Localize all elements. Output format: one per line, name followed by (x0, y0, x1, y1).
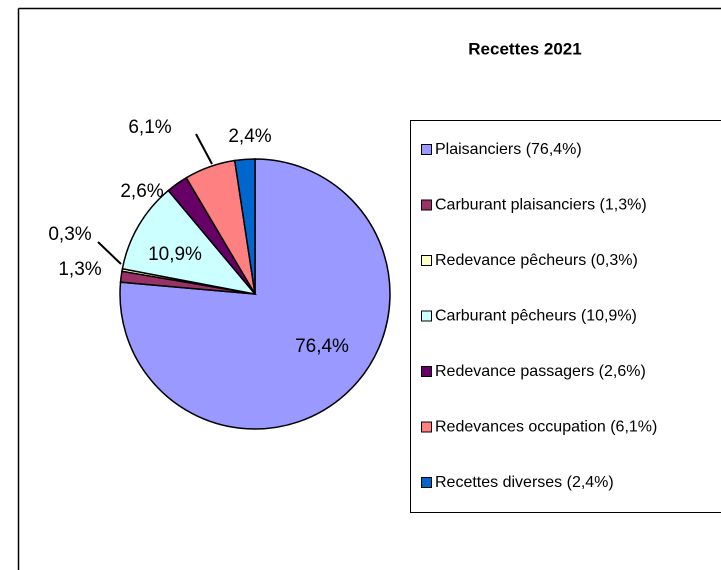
legend-label: Carburant pêcheurs (10,9%) (435, 308, 637, 325)
data-label: 0,3% (48, 224, 91, 245)
legend-label: Redevance pêcheurs (0,3%) (435, 252, 638, 269)
legend-swatch (421, 477, 432, 488)
leader-line (97, 241, 122, 265)
legend-swatch (421, 199, 432, 211)
data-label: 1,3% (58, 259, 101, 280)
data-label: 6,1% (128, 117, 171, 138)
legend-box (410, 120, 721, 513)
chart-title: Recettes 2021 (468, 39, 581, 58)
legend-swatch (421, 421, 432, 433)
legend-swatch (421, 144, 432, 155)
data-label: 10,9% (148, 244, 202, 265)
legend-label: Recettes diverses (2,4%) (435, 474, 614, 491)
data-label: 76,4% (295, 336, 349, 357)
data-label: 2,6% (120, 181, 163, 202)
pie-slice (121, 189, 257, 296)
legend-label: Redevance passagers (2,6%) (435, 363, 646, 380)
legend-label: Redevances occupation (6,1%) (435, 419, 657, 436)
legend-swatch (421, 255, 432, 266)
leader-line (195, 133, 213, 165)
pie-slice (233, 158, 256, 295)
data-label: 2,4% (228, 126, 271, 147)
legend-swatch (421, 366, 432, 377)
legend-label: Plaisanciers (76,4%) (435, 141, 582, 158)
legend-swatch (421, 310, 432, 322)
legend-label: Carburant plaisanciers (1,3%) (435, 197, 647, 214)
